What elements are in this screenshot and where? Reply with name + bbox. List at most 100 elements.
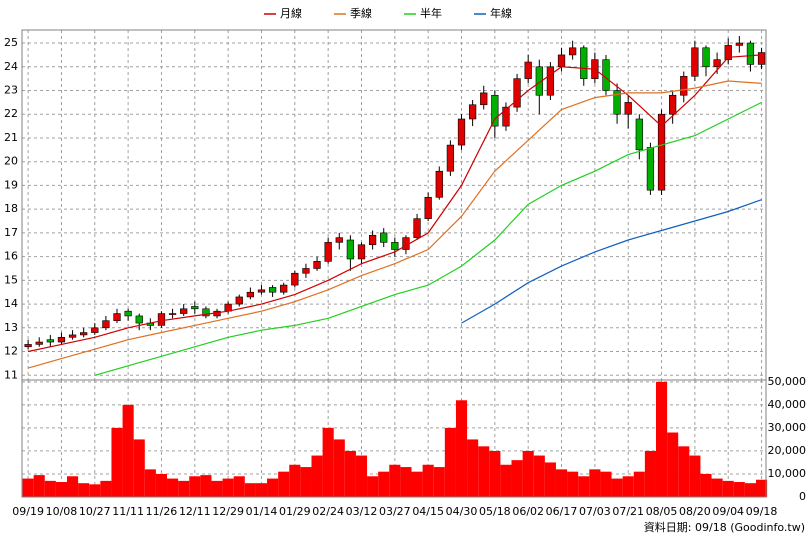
volume-bar — [733, 482, 745, 497]
y-tick-label: 10,000 — [768, 467, 807, 480]
x-tick-label: 02/24 — [312, 505, 344, 518]
y-tick-label: 19 — [4, 178, 18, 191]
candle-body — [513, 78, 521, 108]
candle-body — [157, 313, 166, 326]
volume-bar — [244, 483, 256, 497]
volume-bar — [367, 476, 379, 497]
y-tick-label: 12 — [4, 345, 18, 358]
candle-body — [191, 306, 199, 310]
x-tick-label: 11/11 — [112, 505, 144, 518]
volume-bar — [500, 464, 512, 497]
candle-body — [635, 118, 643, 151]
volume-bar — [267, 478, 279, 497]
volume-bar — [144, 469, 156, 497]
moving-average-line — [27, 80, 762, 369]
candle-body — [691, 47, 699, 77]
volume-bar — [200, 475, 212, 497]
volume-bar — [278, 471, 290, 497]
y-tick-label: 22 — [4, 107, 18, 120]
volume-bar — [233, 476, 245, 497]
volume-bar — [711, 478, 723, 497]
y-tick-label: 15 — [4, 273, 18, 286]
volume-bar — [433, 467, 445, 497]
x-tick-label: 08/20 — [679, 505, 711, 518]
volume-bar — [722, 480, 734, 497]
candle-body — [113, 313, 121, 321]
volume-bar — [300, 467, 312, 497]
candle-body — [168, 313, 177, 315]
volume-bar — [655, 381, 668, 497]
x-tick-label: 06/17 — [546, 505, 578, 518]
candle-body — [557, 54, 566, 68]
volume-bar — [389, 464, 401, 497]
volume-bar — [511, 460, 523, 497]
candle-body — [524, 61, 532, 79]
volume-bar — [633, 471, 645, 497]
candle-body — [235, 296, 243, 305]
candle-body — [246, 291, 255, 298]
candle-body — [457, 118, 466, 146]
candle-body — [657, 113, 666, 191]
volume-bar — [489, 450, 501, 497]
candle-body — [291, 272, 299, 286]
candle-body — [546, 66, 555, 96]
y-tick-label: 40,000 — [768, 398, 807, 411]
candle-body — [357, 244, 366, 260]
x-tick-label: 04/30 — [446, 505, 478, 518]
volume-bar — [355, 455, 368, 497]
candle-body — [313, 261, 321, 269]
candle-body — [202, 308, 210, 317]
candle-body — [68, 334, 77, 338]
x-tick-label: 12/11 — [179, 505, 211, 518]
y-tick-label: 24 — [4, 60, 18, 73]
volume-bar — [411, 471, 423, 497]
moving-average-line — [461, 199, 762, 324]
volume-bar — [544, 462, 556, 497]
legend-label: 季線 — [350, 6, 372, 20]
candle-body — [35, 341, 43, 345]
x-tick-label: 10/27 — [79, 505, 111, 518]
candle-body — [91, 327, 99, 333]
volume-bar — [378, 471, 390, 497]
volume-bar — [33, 475, 45, 497]
candle-body — [646, 147, 655, 191]
y-tick-label: 30,000 — [768, 421, 807, 434]
candle-body — [302, 268, 310, 274]
volume-bar — [644, 450, 656, 497]
candle-body — [624, 102, 632, 115]
legend-label: 年線 — [490, 6, 512, 20]
candle-body — [102, 320, 110, 329]
x-tick-label: 09/18 — [746, 505, 778, 518]
x-tick-label: 10/08 — [46, 505, 78, 518]
x-tick-label: 07/03 — [579, 505, 611, 518]
volume-bar — [455, 400, 468, 497]
candle-body — [613, 90, 621, 115]
volume-bar — [667, 432, 679, 497]
x-tick-label: 01/29 — [279, 505, 311, 518]
y-tick-label: 25 — [4, 36, 18, 49]
y-tick-label: 17 — [4, 226, 18, 239]
volume-bar — [133, 439, 145, 497]
x-tick-label: 08/05 — [646, 505, 678, 518]
volume-bar — [255, 483, 268, 497]
candle-body — [535, 66, 543, 96]
x-tick-label: 12/29 — [212, 505, 244, 518]
volume-bar — [744, 483, 756, 497]
volume-bar — [578, 476, 590, 497]
x-tick-label: 03/27 — [379, 505, 411, 518]
volume-bar — [467, 439, 479, 497]
candle-body — [268, 287, 277, 293]
volume-bar — [689, 455, 701, 497]
y-tick-label: 16 — [4, 250, 18, 263]
moving-average-line — [94, 101, 762, 376]
candle-body — [391, 242, 399, 250]
volume-bar — [333, 439, 345, 497]
x-tick-label: 04/15 — [412, 505, 444, 518]
y-tick-label: 23 — [4, 84, 18, 97]
volume-bar — [122, 404, 134, 497]
candle-body — [746, 42, 755, 65]
volume-bar — [567, 471, 579, 497]
candle-body — [602, 59, 610, 91]
volume-bar — [222, 478, 234, 497]
volume-bar — [111, 427, 123, 497]
